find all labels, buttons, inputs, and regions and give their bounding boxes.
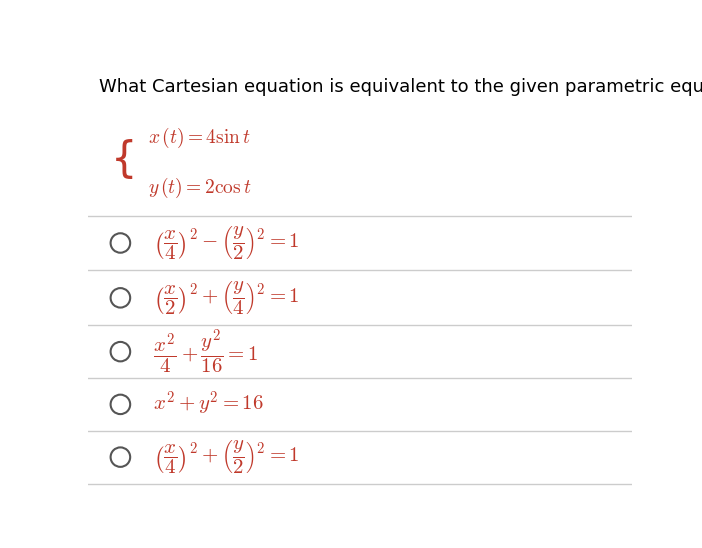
Text: What Cartesian equation is equivalent to the given parametric equations?: What Cartesian equation is equivalent to… <box>98 78 702 96</box>
Text: $\left(\dfrac{x}{2}\right)^2 + \left(\dfrac{y}{4}\right)^2 = 1$: $\left(\dfrac{x}{2}\right)^2 + \left(\df… <box>153 279 300 317</box>
Text: $\dfrac{x^2}{4} + \dfrac{y^2}{16} = 1$: $\dfrac{x^2}{4} + \dfrac{y^2}{16} = 1$ <box>153 327 258 376</box>
Text: $x^2 + y^2 = 16$: $x^2 + y^2 = 16$ <box>153 390 264 419</box>
Text: $\left(\dfrac{x}{4}\right)^2 + \left(\dfrac{y}{2}\right)^2 = 1$: $\left(\dfrac{x}{4}\right)^2 + \left(\df… <box>153 438 300 476</box>
Text: $\left(\dfrac{x}{4}\right)^2 - \left(\dfrac{y}{2}\right)^2 = 1$: $\left(\dfrac{x}{4}\right)^2 - \left(\df… <box>153 224 300 262</box>
Text: $y\,(t) = 2\cos t$: $y\,(t) = 2\cos t$ <box>147 176 251 200</box>
Text: $\{$: $\{$ <box>110 136 133 181</box>
Text: $x\,(t) = 4\sin t$: $x\,(t) = 4\sin t$ <box>147 125 251 150</box>
